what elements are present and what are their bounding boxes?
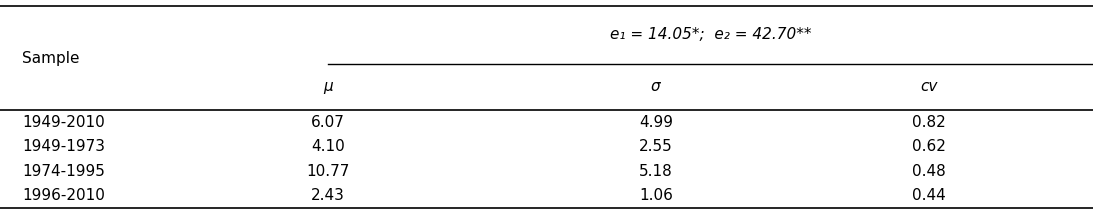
Text: 6.07: 6.07 xyxy=(312,115,344,130)
Text: Sample: Sample xyxy=(22,51,80,66)
Text: 1.06: 1.06 xyxy=(639,188,672,203)
Text: μ: μ xyxy=(324,80,332,94)
Text: cv: cv xyxy=(920,80,938,94)
Text: 1974-1995: 1974-1995 xyxy=(22,164,105,179)
Text: 4.99: 4.99 xyxy=(638,115,673,130)
Text: 1996-2010: 1996-2010 xyxy=(22,188,105,203)
Text: 10.77: 10.77 xyxy=(306,164,350,179)
Text: 0.62: 0.62 xyxy=(913,139,945,154)
Text: 4.10: 4.10 xyxy=(312,139,344,154)
Text: 1949-1973: 1949-1973 xyxy=(22,139,105,154)
Text: 5.18: 5.18 xyxy=(639,164,672,179)
Text: 0.48: 0.48 xyxy=(913,164,945,179)
Text: 0.44: 0.44 xyxy=(913,188,945,203)
Text: 2.55: 2.55 xyxy=(639,139,672,154)
Text: 1949-2010: 1949-2010 xyxy=(22,115,105,130)
Text: 0.82: 0.82 xyxy=(913,115,945,130)
Text: 2.43: 2.43 xyxy=(312,188,344,203)
Text: σ: σ xyxy=(651,80,660,94)
Text: e₁ = 14.05*;  e₂ = 42.70**: e₁ = 14.05*; e₂ = 42.70** xyxy=(610,28,811,42)
